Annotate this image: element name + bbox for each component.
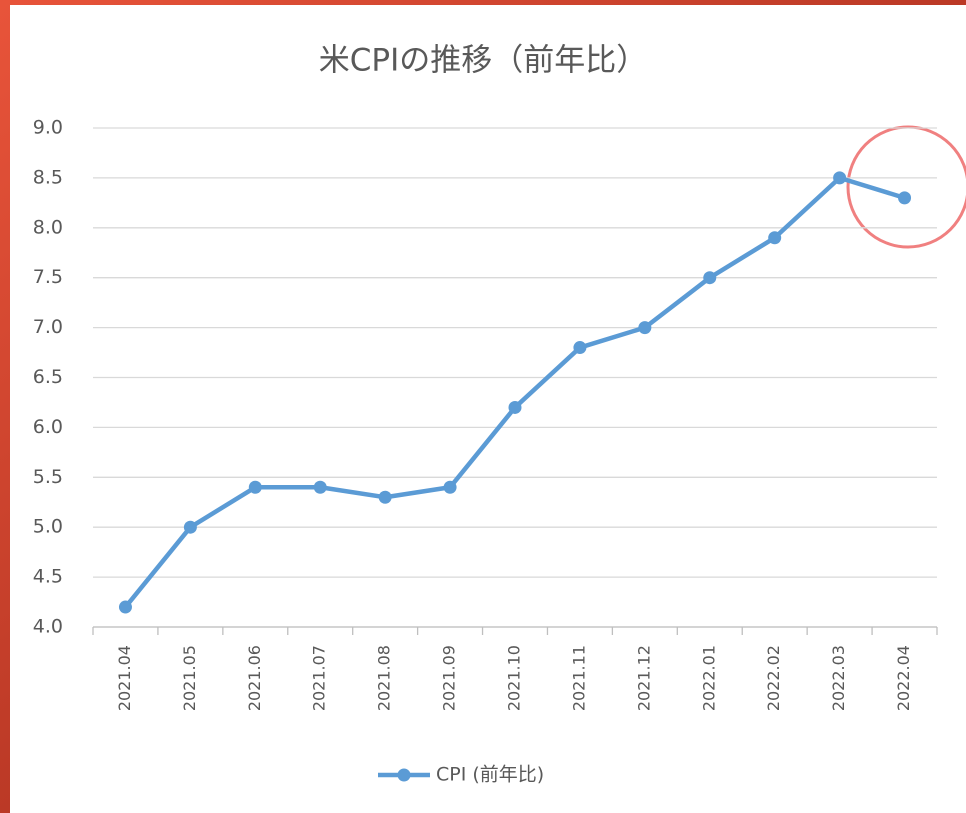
legend-marker (397, 768, 411, 782)
y-tick-label: 6.5 (33, 366, 63, 388)
x-tick-label: 2021.04 (115, 645, 134, 711)
data-point (508, 400, 522, 414)
y-tick-label: 7.0 (33, 316, 63, 338)
y-tick-label: 7.5 (33, 266, 63, 288)
y-tick-label: 4.0 (33, 616, 63, 638)
x-tick-label: 2022.02 (764, 645, 783, 711)
legend-label: CPI (前年比) (436, 764, 544, 786)
data-point (833, 171, 847, 185)
data-point (313, 480, 327, 494)
y-tick-label: 9.0 (33, 117, 63, 139)
chart-title: 米CPIの推移（前年比） (319, 43, 647, 79)
data-point (573, 341, 587, 355)
data-point (768, 231, 782, 245)
data-point (183, 520, 197, 534)
x-tick-label: 2021.11 (569, 645, 588, 711)
data-point (378, 490, 392, 504)
x-tick-label: 2021.07 (310, 645, 329, 711)
y-tick-label: 8.5 (33, 166, 63, 188)
chart-area (10, 5, 966, 813)
x-tick-label: 2021.09 (440, 645, 459, 711)
x-tick-label: 2021.05 (180, 645, 199, 711)
data-point (118, 600, 132, 614)
x-tick-label: 2021.06 (245, 645, 264, 711)
x-tick-label: 2022.01 (699, 645, 718, 711)
y-tick-label: 4.5 (33, 566, 63, 588)
data-point (703, 271, 717, 285)
x-tick-label: 2021.08 (375, 645, 394, 711)
y-tick-label: 8.0 (33, 216, 63, 238)
data-point (638, 321, 652, 335)
x-tick-label: 2022.04 (894, 645, 913, 711)
x-tick-label: 2021.10 (505, 645, 524, 711)
x-tick-label: 2021.12 (634, 645, 653, 711)
data-point (248, 480, 262, 494)
y-tick-label: 5.0 (33, 516, 63, 538)
data-point (443, 480, 457, 494)
data-point (898, 191, 912, 205)
y-tick-label: 5.5 (33, 466, 63, 488)
highlight-circle (846, 125, 966, 249)
x-tick-label: 2022.03 (829, 645, 848, 711)
y-tick-label: 6.0 (33, 416, 63, 438)
